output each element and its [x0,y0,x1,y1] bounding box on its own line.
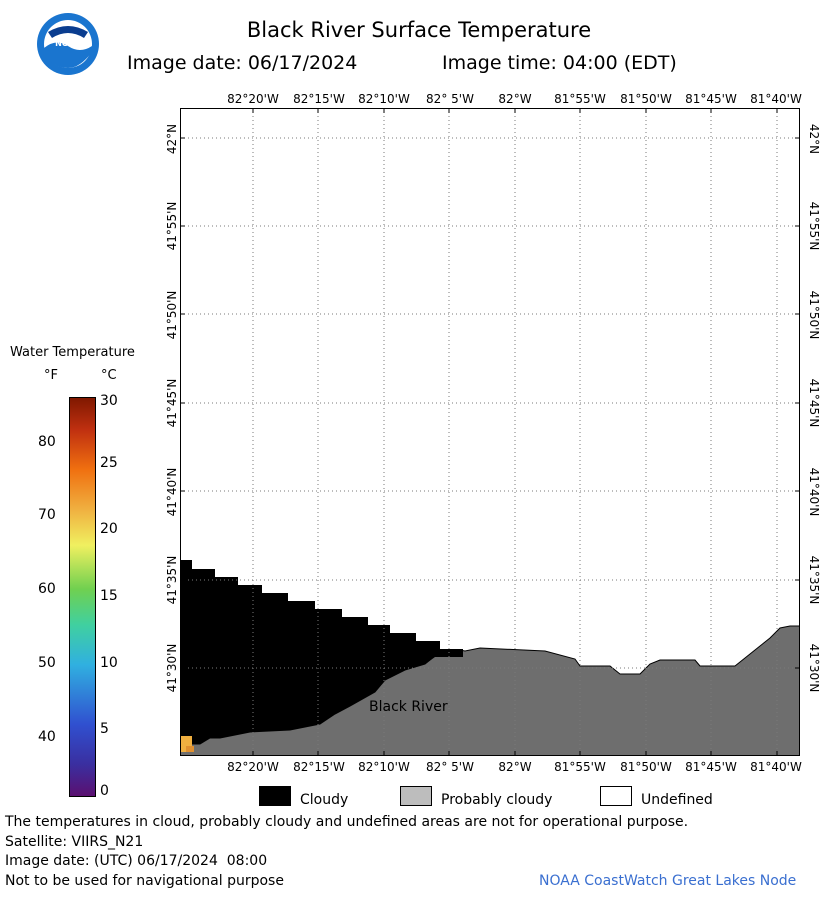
noaa-logo: NOAA [37,13,99,75]
lon-label-top: 81°50'W [620,92,672,106]
lon-label-bottom: 82° 5'W [426,760,474,774]
probably-cloudy-label: Probably cloudy [441,792,553,808]
map-panel [180,108,800,756]
lon-label-top: 81°45'W [685,92,737,106]
f-tick: 40 [38,729,56,745]
lat-label-left: 41°55'N [165,201,179,251]
lon-label-bottom: 82°15'W [293,760,345,774]
credit-text: NOAA CoastWatch Great Lakes Node [539,873,797,889]
c-tick: 5 [100,721,109,737]
undefined-label: Undefined [641,792,713,808]
lon-label-bottom: 81°40'W [750,760,802,774]
unit-fahrenheit: °F [44,368,58,383]
lat-label-right: 41°30'N [807,643,821,693]
lat-label-right: 41°45'N [807,378,821,428]
undefined-swatch [600,786,632,806]
lat-label-right: 41°40'N [807,467,821,517]
page-title: Black River Surface Temperature [246,18,592,42]
image-time: Image time: 04:00 (EDT) [442,52,677,74]
lat-label-right: 42°N [807,123,821,155]
lat-label-right: 41°35'N [807,555,821,605]
image-date: Image date: 06/17/2024 [127,52,358,74]
f-tick: 80 [38,434,56,450]
lon-label-bottom: 82°10'W [358,760,410,774]
lon-label-bottom: 82°W [498,760,532,774]
lon-label-top: 81°55'W [554,92,606,106]
f-tick: 50 [38,655,56,671]
warm-pixels [186,746,194,752]
black-river-marker [366,683,374,691]
lat-label-left: 41°50'N [165,290,179,340]
lat-label-left: 41°40'N [165,467,179,517]
black-river-label: Black River [369,699,448,715]
lon-label-top: 82° 5'W [426,92,474,106]
c-tick: 30 [100,393,118,409]
lon-label-top: 82°W [498,92,532,106]
lon-label-bottom: 81°55'W [554,760,606,774]
cloudy-region [180,560,463,744]
lat-label-left: 41°45'N [165,378,179,428]
temperature-colorbar [69,397,96,797]
f-tick: 60 [38,581,56,597]
legend-title: Water Temperature [10,345,135,360]
lon-label-top: 82°15'W [293,92,345,106]
c-tick: 15 [100,588,118,604]
lat-label-right: 41°55'N [807,201,821,251]
cloudy-swatch [259,786,291,806]
lat-label-left: 41°35'N [165,555,179,605]
lon-label-top: 81°40'W [750,92,802,106]
c-tick: 20 [100,521,118,537]
lat-label-right: 41°50'N [807,290,821,340]
probably-cloudy-swatch [400,786,432,806]
lon-label-bottom: 82°20'W [227,760,279,774]
logo-text: NOAA [55,39,81,48]
lon-label-top: 82°10'W [358,92,410,106]
utc-date-text: Image date: (UTC) 06/17/2024 08:00 [5,853,268,869]
lon-label-bottom: 81°50'W [620,760,672,774]
c-tick: 0 [100,783,109,799]
c-tick: 25 [100,455,118,471]
unit-celsius: °C [101,368,117,383]
lon-label-bottom: 81°45'W [685,760,737,774]
satellite-text: Satellite: VIIRS_N21 [5,834,144,850]
lon-label-top: 82°20'W [227,92,279,106]
nav-warning-text: Not to be used for navigational purpose [5,873,284,889]
f-tick: 70 [38,507,56,523]
lat-label-left: 42°N [165,123,179,155]
cloudy-label: Cloudy [300,792,349,808]
map-frame [180,108,800,756]
lat-label-left: 41°30'N [165,643,179,693]
disclaimer-text: The temperatures in cloud, probably clou… [5,814,689,830]
c-tick: 10 [100,655,118,671]
graticule [180,108,800,756]
